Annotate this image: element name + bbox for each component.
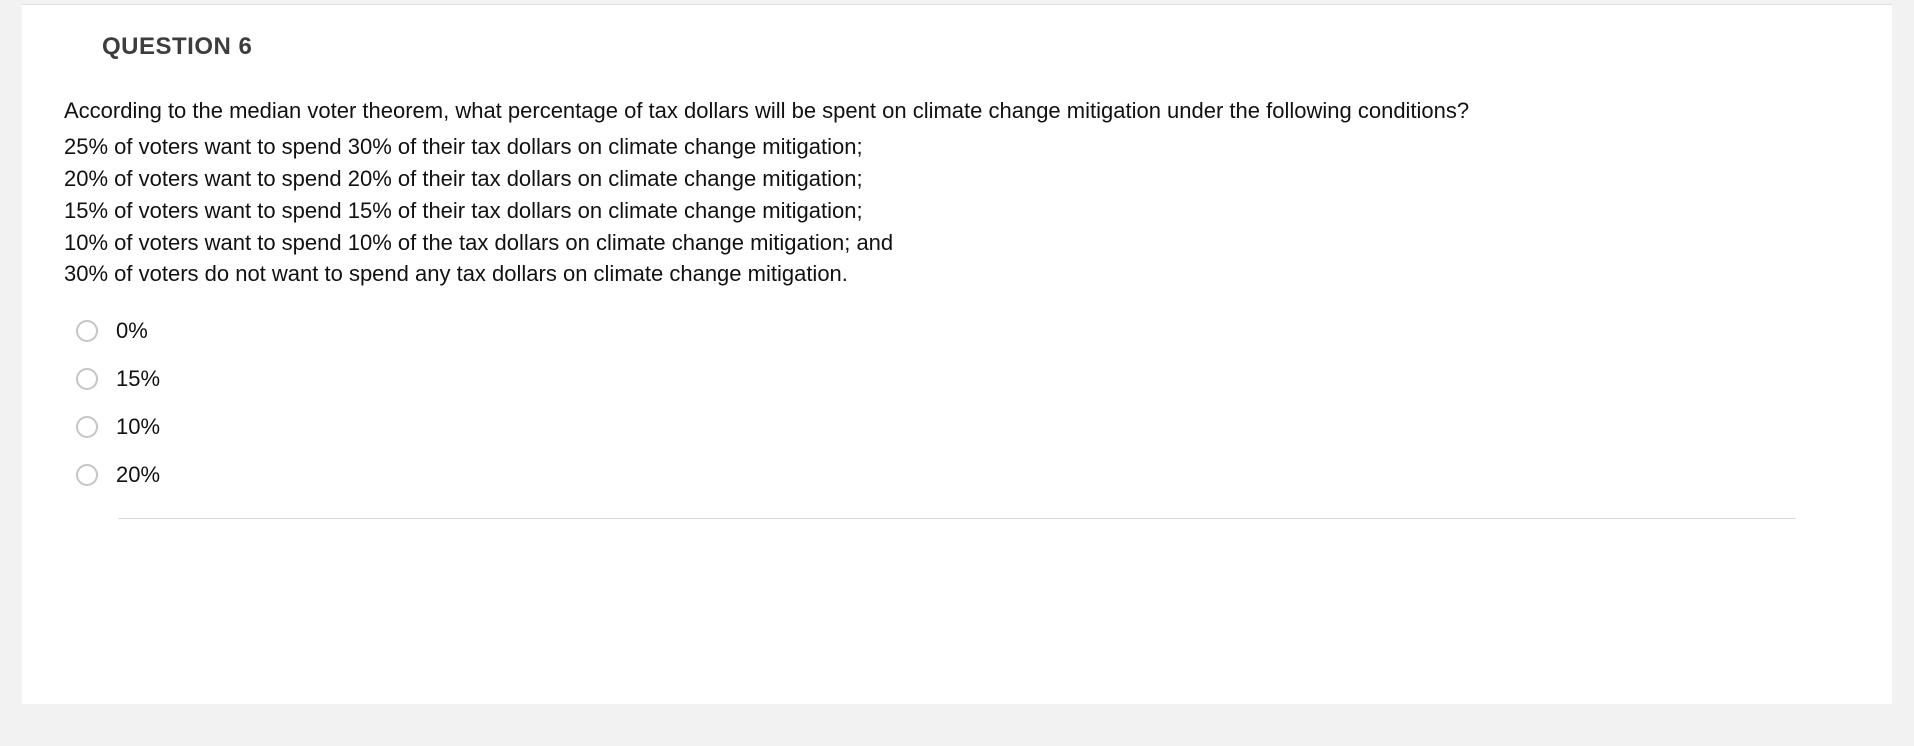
answer-option-0[interactable]: 0% (64, 318, 1850, 344)
answer-option-1[interactable]: 15% (64, 366, 1850, 392)
answer-option-2[interactable]: 10% (64, 414, 1850, 440)
question-title: QUESTION 6 (102, 33, 1850, 61)
question-prompt: According to the median voter theorem, w… (64, 95, 1850, 127)
question-body: According to the median voter theorem, w… (64, 95, 1850, 290)
radio-icon[interactable] (76, 416, 98, 438)
condition-line: 25% of voters want to spend 30% of their… (64, 131, 1850, 163)
question-card: QUESTION 6 According to the median voter… (22, 4, 1892, 704)
page-root: QUESTION 6 According to the median voter… (0, 0, 1914, 746)
option-label: 20% (116, 462, 160, 488)
answer-options: 0% 15% 10% 20% (64, 318, 1850, 488)
condition-line: 10% of voters want to spend 10% of the t… (64, 227, 1850, 259)
condition-line: 20% of voters want to spend 20% of their… (64, 163, 1850, 195)
option-label: 0% (116, 318, 148, 344)
condition-line: 15% of voters want to spend 15% of their… (64, 195, 1850, 227)
option-label: 10% (116, 414, 160, 440)
radio-icon[interactable] (76, 368, 98, 390)
option-label: 15% (116, 366, 160, 392)
radio-icon[interactable] (76, 320, 98, 342)
divider (118, 518, 1797, 519)
radio-icon[interactable] (76, 464, 98, 486)
condition-line: 30% of voters do not want to spend any t… (64, 258, 1850, 290)
answer-option-3[interactable]: 20% (64, 462, 1850, 488)
